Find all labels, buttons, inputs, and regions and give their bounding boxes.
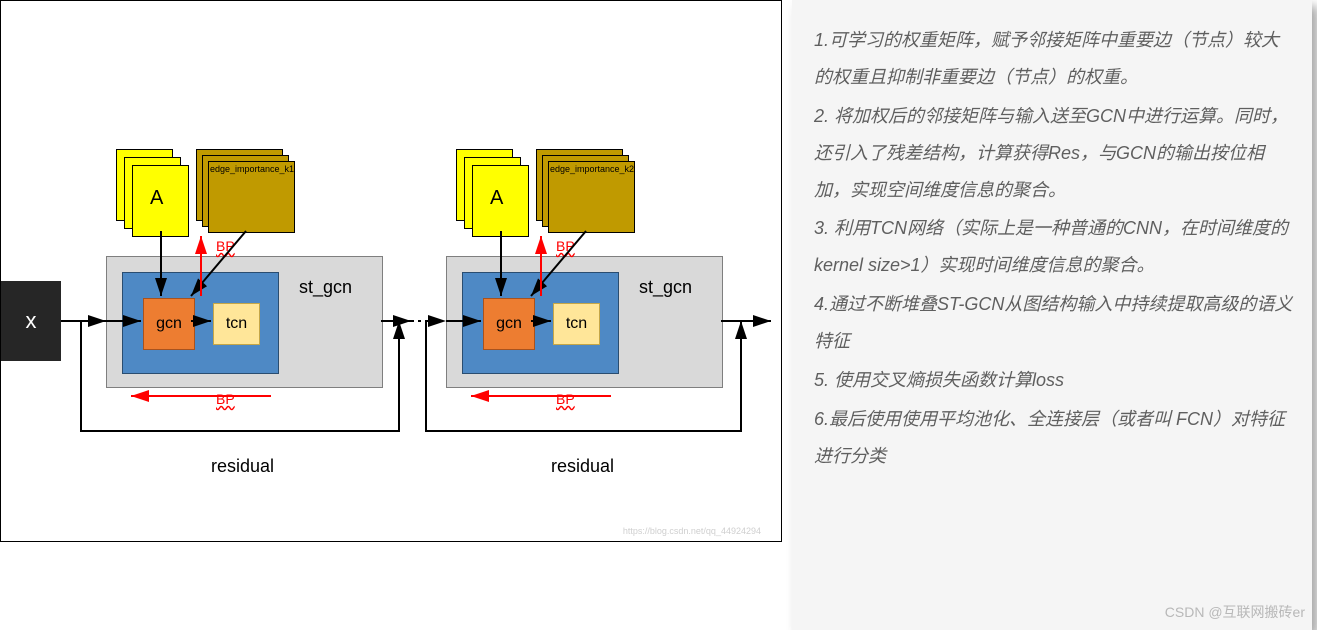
tcn-label-1: tcn [226,315,247,333]
gcn-box-2: gcn [483,298,535,350]
stgcn-label-1: st_gcn [299,277,352,298]
input-x-label: x [26,308,37,334]
page-container: x st_gcn gcn tcn st_gcn gcn tcn A [0,0,1317,630]
note-item-6: 6.最后使用使用平均池化、全连接层（或者叫 FCN）对特征进行分类 [814,401,1294,475]
footer-watermark: CSDN @互联网搬砖er [1165,602,1305,622]
input-x-box: x [1,281,61,361]
stgcn-inner-1: gcn tcn [122,272,279,374]
diagram-watermark: https://blog.csdn.net/qq_44924294 [623,526,761,536]
stack-EI-1-label: edge_importance_k1 [210,165,294,174]
bp-label-1-down: BP [216,391,235,407]
note-item-4: 4.通过不断堆叠ST-GCN从图结构输入中持续提取高级的语义特征 [814,286,1294,360]
note-item-5: 5. 使用交叉熵损失函数计算loss [814,362,1294,399]
tcn-box-1: tcn [213,303,260,345]
note-item-1: 1.可学习的权重矩阵，赋予邻接矩阵中重要边（节点）较大的权重且抑制非重要边（节点… [814,22,1294,96]
stgcn-label-2: st_gcn [639,277,692,298]
diagram-panel: x st_gcn gcn tcn st_gcn gcn tcn A [0,0,782,542]
note-item-2: 2. 将加权后的邻接矩阵与输入送至GCN中进行运算。同时，还引入了残差结构，计算… [814,98,1294,209]
residual-label-2: residual [551,456,614,477]
bp-label-1-up: BP [216,238,235,254]
stack-A-2-label: A [490,187,503,210]
bp-label-2-down: BP [556,391,575,407]
gcn-label-2: gcn [496,315,522,333]
tcn-box-2: tcn [553,303,600,345]
residual-label-1: residual [211,456,274,477]
gcn-box-1: gcn [143,298,195,350]
stgcn-inner-2: gcn tcn [462,272,619,374]
stack-A-1-label: A [150,187,163,210]
stgcn-module-1: st_gcn gcn tcn [106,256,383,388]
stgcn-module-2: st_gcn gcn tcn [446,256,723,388]
tcn-label-2: tcn [566,315,587,333]
notes-panel: 1.可学习的权重矩阵，赋予邻接矩阵中重要边（节点）较大的权重且抑制非重要边（节点… [792,0,1312,630]
note-item-3: 3. 利用TCN网络（实际上是一种普通的CNN，在时间维度的kernel siz… [814,210,1294,284]
gcn-label-1: gcn [156,315,182,333]
stack-EI-2-label: edge_importance_k2 [550,165,634,174]
bp-label-2-up: BP [556,238,575,254]
